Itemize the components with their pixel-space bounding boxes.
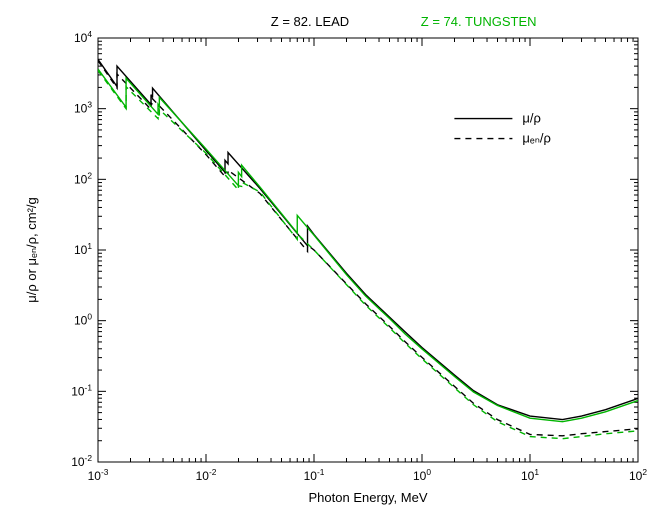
svg-text:10-1: 10-1 (304, 467, 325, 483)
svg-text:101: 101 (74, 241, 92, 257)
attenuation-chart: 10-310-210-110010110210-210-110010110210… (0, 0, 666, 520)
svg-text:102: 102 (74, 170, 92, 186)
series-lead-muen (98, 61, 638, 436)
svg-text:10-2: 10-2 (71, 453, 92, 469)
chart-title: Z = 74. TUNGSTEN (421, 14, 537, 29)
svg-text:10-3: 10-3 (88, 467, 109, 483)
legend-label: μ/ρ (522, 111, 541, 126)
legend-label: μₑₙ/ρ (522, 131, 551, 146)
svg-text:101: 101 (521, 467, 539, 483)
chart-svg: 10-310-210-110010110210-210-110010110210… (0, 0, 666, 520)
x-axis-label: Photon Energy, MeV (309, 490, 428, 505)
svg-text:10-1: 10-1 (71, 382, 92, 398)
svg-text:10-2: 10-2 (196, 467, 217, 483)
y-axis-label: μ/ρ or μₑₙ/ρ, cm²/g (24, 197, 39, 303)
series-lead-mu (98, 59, 638, 419)
series-tungsten-mu (98, 69, 638, 422)
svg-text:100: 100 (74, 312, 92, 328)
svg-text:100: 100 (413, 467, 431, 483)
chart-title: Z = 82. LEAD (271, 14, 349, 29)
svg-text:103: 103 (74, 100, 92, 116)
svg-text:102: 102 (629, 467, 647, 483)
svg-text:104: 104 (74, 29, 92, 45)
